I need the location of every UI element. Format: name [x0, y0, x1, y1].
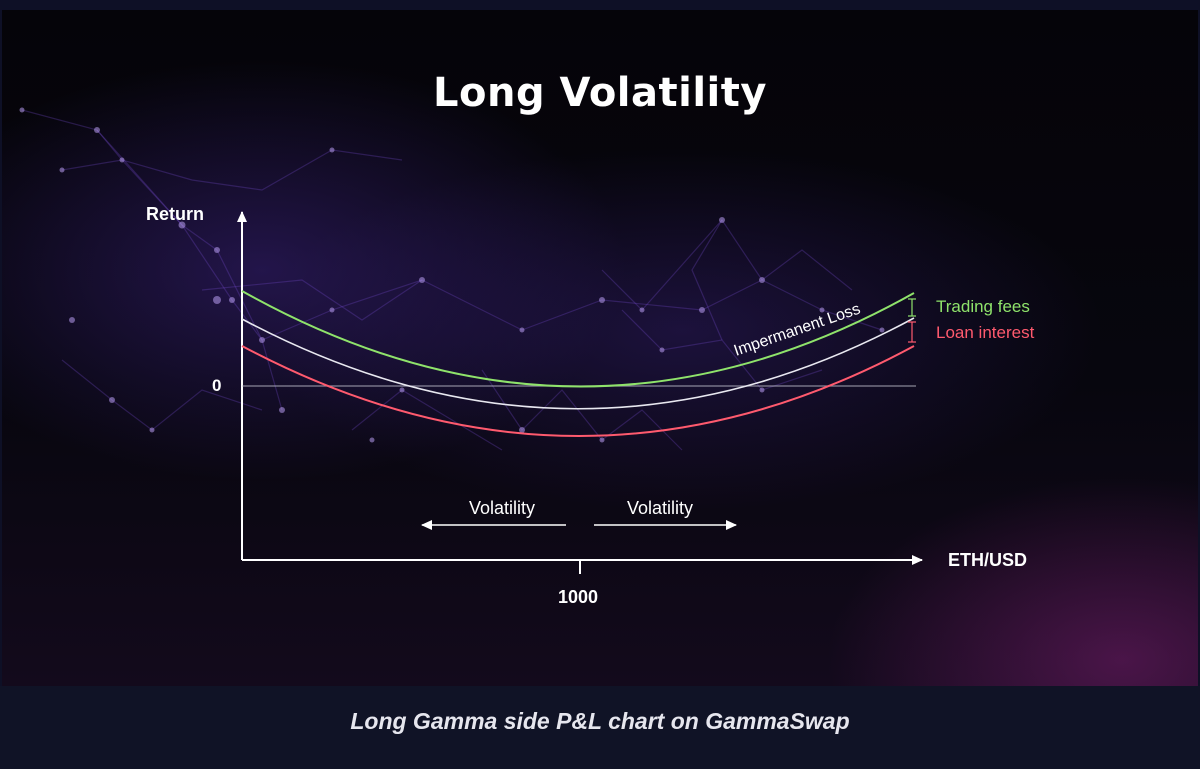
pl-chart: Return ETH/USD 0 1000 Volatility Volatil…: [146, 204, 1035, 607]
chart-panel: [2, 10, 1198, 686]
trading-fees-gap-marker: [908, 298, 916, 317]
trading-fees-label: Trading fees: [936, 297, 1030, 316]
volatility-right-label: Volatility: [627, 498, 693, 518]
loan-interest-gap-marker: [908, 321, 916, 343]
x-tick-label-1000: 1000: [558, 587, 598, 607]
zero-label: 0: [212, 376, 221, 395]
volatility-left-label: Volatility: [469, 498, 535, 518]
figure-caption: Long Gamma side P&L chart on GammaSwap: [0, 686, 1200, 769]
y-axis-label: Return: [146, 204, 204, 224]
impermanent-loss-curve: [241, 317, 915, 410]
chart-title: Long Volatility: [433, 70, 767, 116]
trading-fees-curve: [241, 290, 915, 388]
impermanent-loss-label: Impermanent Loss: [732, 301, 863, 360]
loan-interest-curve: [241, 345, 915, 437]
background-network: [19, 107, 885, 451]
x-axis-label: ETH/USD: [948, 550, 1027, 570]
loan-interest-label: Loan interest: [936, 323, 1035, 342]
